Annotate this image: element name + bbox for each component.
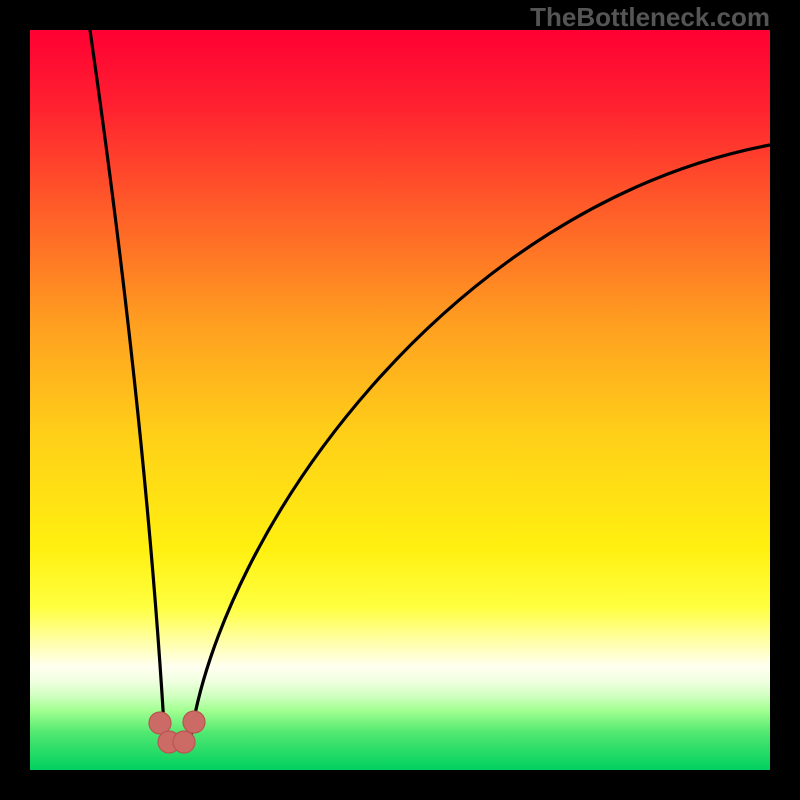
valley-marker [173,731,195,753]
plot-area [30,30,770,770]
curve-layer [30,30,770,770]
watermark-text: TheBottleneck.com [530,2,770,33]
chart-frame: TheBottleneck.com [0,0,800,800]
marker-group [149,711,205,753]
bottleneck-curve [90,30,770,748]
valley-marker [183,711,205,733]
